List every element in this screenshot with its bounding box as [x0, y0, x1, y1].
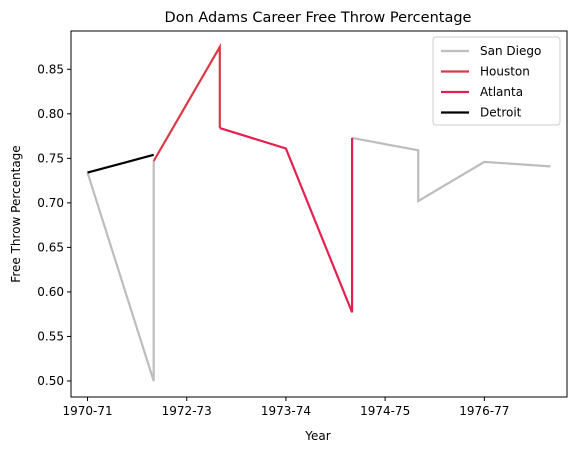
- plot-frame: [70, 30, 568, 398]
- legend-label-san-diego: San Diego: [480, 44, 541, 58]
- y-tick-label: 0.75: [37, 151, 64, 165]
- y-tick-label: 0.85: [37, 62, 64, 76]
- series-line-san-diego: [86, 161, 155, 382]
- y-tick-label: 0.50: [37, 374, 64, 388]
- x-tick-label: 1972-73: [162, 404, 212, 418]
- series-line-atlanta: [219, 127, 354, 313]
- y-tick-label: 0.80: [37, 107, 64, 121]
- series-line-detroit: [87, 153, 154, 174]
- x-tick-label: 1976-77: [459, 404, 509, 418]
- x-tick-label: 1973-74: [261, 404, 311, 418]
- legend: San Diego Houston Atlanta Detroit: [432, 36, 561, 126]
- x-tick-label: 1970-71: [62, 404, 112, 418]
- series-line-houston: [152, 42, 221, 162]
- x-axis-label: Year: [304, 429, 330, 443]
- x-tick-label: 1974-75: [360, 404, 410, 418]
- legend-label-atlanta: Atlanta: [480, 85, 523, 99]
- axes: 0.50 0.55 0.60 0.65 0.70 0.75 0.80 0.85 1970-71 1…: [37, 62, 509, 418]
- legend-box: [432, 36, 561, 126]
- chart-title: Don Adams Career Free Throw Percentage: [165, 10, 472, 26]
- y-axis-label: Free Throw Percentage: [9, 145, 23, 282]
- y-tick-label: 0.60: [37, 285, 64, 299]
- legend-label-detroit: Detroit: [480, 106, 522, 120]
- y-tick-label: 0.65: [37, 240, 64, 254]
- legend-label-houston: Houston: [480, 65, 530, 79]
- y-tick-label: 0.55: [37, 329, 64, 343]
- plot-area: [86, 42, 551, 382]
- y-tick-label: 0.70: [37, 196, 64, 210]
- series-line-san-diego: [351, 136, 551, 204]
